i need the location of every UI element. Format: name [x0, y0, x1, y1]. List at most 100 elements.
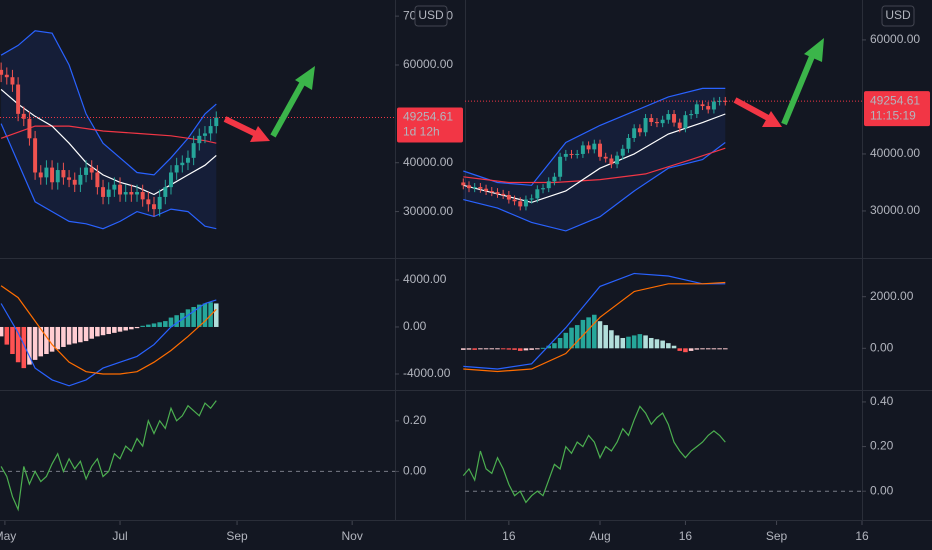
candle-body — [163, 187, 168, 197]
candle-body — [118, 184, 123, 195]
line-series — [462, 405, 726, 504]
line-series — [0, 30, 217, 176]
candle-body — [609, 158, 614, 165]
histogram-bar — [603, 325, 608, 349]
candle-body — [694, 104, 699, 115]
candle-body — [563, 153, 568, 157]
histogram-bar — [620, 337, 626, 349]
histogram-bar — [191, 306, 196, 327]
x-tick-label: 16 — [502, 529, 516, 543]
candle-body — [0, 69, 4, 75]
candle-body — [169, 172, 173, 188]
x-tick-label: May — [0, 529, 16, 543]
candle-body — [84, 167, 89, 175]
histogram-bar — [61, 326, 66, 347]
histogram-bar — [78, 326, 83, 343]
candle-body — [157, 196, 162, 210]
candle-body — [112, 184, 117, 190]
candle-body — [689, 114, 694, 116]
histogram-bar — [461, 348, 466, 350]
histogram-bar — [168, 317, 174, 327]
candle-body — [717, 100, 722, 102]
histogram-bar — [523, 348, 529, 351]
candle-body — [106, 189, 111, 197]
candle-body — [580, 145, 585, 154]
histogram-bar — [495, 348, 500, 350]
candle-body — [711, 101, 716, 110]
currency-badge — [881, 5, 915, 27]
y-tick-label: 0.00 — [870, 483, 894, 497]
candle-body — [626, 137, 631, 149]
line-series — [0, 123, 217, 230]
candle-body — [4, 74, 9, 78]
y-tick-label: 0.20 — [870, 439, 894, 453]
histogram-bar — [660, 340, 665, 349]
line-series — [463, 281, 726, 373]
candle-body — [495, 192, 500, 194]
candle-body — [72, 179, 77, 185]
histogram-bar — [95, 326, 100, 337]
candle-body — [50, 167, 55, 183]
candle-body — [597, 143, 602, 157]
candle-body — [501, 193, 506, 195]
x-tick-label: Sep — [226, 529, 248, 543]
candle-body — [586, 145, 591, 150]
x-tick-label: Sep — [766, 529, 788, 543]
candle-body — [78, 174, 83, 185]
histogram-bar — [483, 348, 489, 350]
x-tick-label: 16 — [855, 529, 869, 543]
histogram-bar — [563, 332, 569, 349]
histogram-bar — [631, 335, 637, 349]
candle-body — [518, 201, 523, 207]
candle-body — [489, 191, 494, 193]
candle-body — [101, 187, 106, 197]
candle-body — [38, 172, 43, 178]
histogram-bar — [27, 326, 32, 365]
histogram-bar — [4, 326, 10, 345]
candle-body — [135, 192, 139, 195]
candle-body — [16, 84, 21, 114]
candle-body — [620, 148, 625, 156]
pane: 0.40 0.20 0.00 16 Aug 16 Sep 16 — [462, 394, 894, 543]
candle-body — [55, 170, 60, 183]
histogram-bar — [557, 337, 563, 349]
candle-body — [637, 128, 642, 133]
candle-body — [706, 106, 711, 110]
candle-body — [461, 182, 466, 186]
histogram-bar — [489, 348, 495, 350]
histogram-bar — [535, 348, 540, 350]
candle-body — [202, 133, 207, 136]
histogram-bar — [0, 326, 4, 337]
candle-body — [632, 128, 637, 138]
line-series — [463, 142, 726, 232]
histogram-bar — [552, 343, 557, 349]
histogram-bar — [597, 321, 603, 349]
red-arrow-head — [762, 111, 782, 127]
red-arrow — [733, 97, 772, 122]
candle-body — [672, 114, 677, 123]
histogram-bar — [106, 326, 111, 335]
histogram-bar — [180, 312, 185, 327]
candle-body — [89, 167, 94, 173]
candle-body — [466, 185, 471, 189]
histogram-bar — [648, 337, 654, 349]
histogram-bar — [38, 326, 44, 357]
histogram-bar — [694, 348, 700, 350]
candle-body — [123, 192, 128, 195]
candle-body — [575, 153, 580, 155]
pane: 70000.0060000.0040000.0030000.0049254.61… — [0, 5, 463, 230]
price-tag — [864, 91, 930, 127]
band-fill — [463, 88, 726, 231]
histogram-bar — [506, 348, 512, 350]
pane: 0.20 0.00 May Jul Sep Nov — [0, 400, 427, 543]
line-series — [463, 272, 726, 370]
histogram-bar — [478, 348, 483, 350]
histogram-bar — [540, 347, 546, 349]
y-tick-label: 0.40 — [870, 394, 894, 408]
y-tick-label: 0.20 — [403, 413, 427, 427]
histogram-bar — [202, 303, 208, 327]
histogram-bar — [671, 345, 677, 349]
line-series — [0, 88, 217, 196]
histogram-bar — [654, 339, 660, 349]
